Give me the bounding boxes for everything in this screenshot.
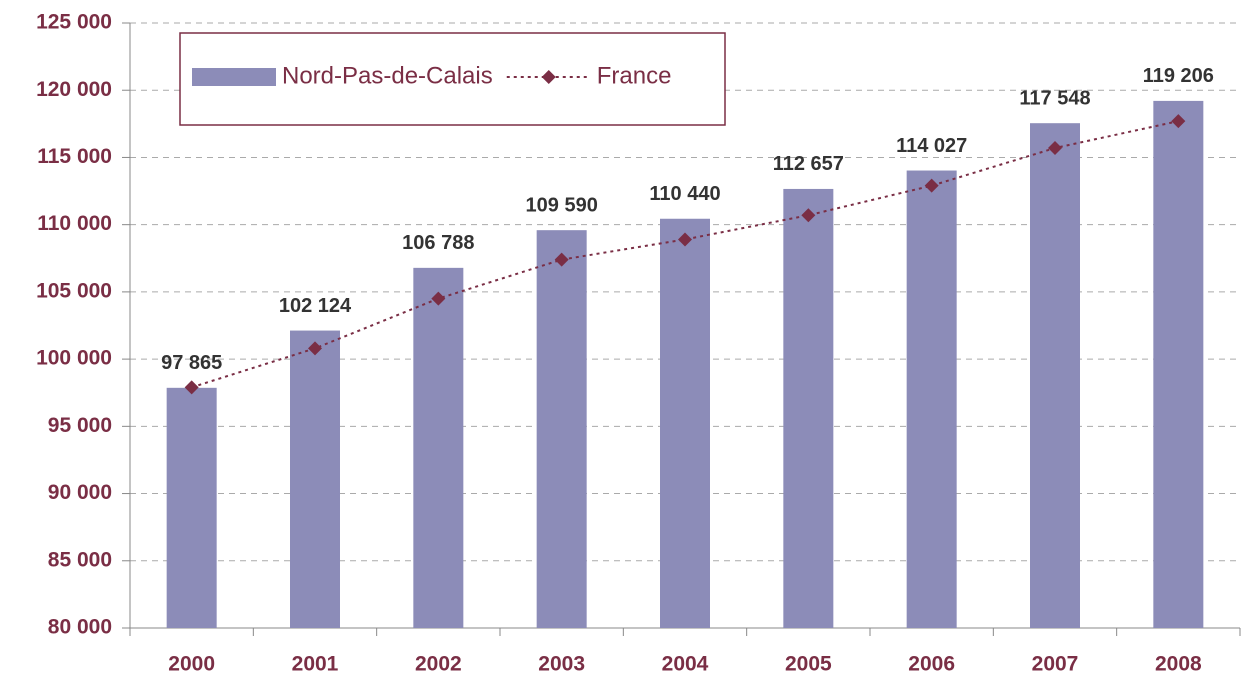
line-marker xyxy=(431,291,446,306)
line-marker xyxy=(308,341,322,356)
x-tick-label: 2000 xyxy=(168,653,215,676)
value-label: 109 590 xyxy=(526,194,598,216)
legend-swatch xyxy=(192,68,276,86)
legend-label: France xyxy=(597,62,672,89)
y-tick-label: 85 000 xyxy=(48,548,112,571)
y-tick-label: 100 000 xyxy=(36,347,112,370)
line-marker xyxy=(801,208,816,223)
line-marker xyxy=(184,380,199,395)
line-marker xyxy=(924,178,939,193)
bar xyxy=(906,170,957,629)
bar xyxy=(536,230,587,628)
y-tick-label: 90 000 xyxy=(48,481,112,504)
value-label: 112 657 xyxy=(773,153,844,175)
line-marker xyxy=(1048,141,1062,156)
bar xyxy=(1153,100,1204,629)
value-label: 97 865 xyxy=(161,352,222,374)
bar xyxy=(290,330,340,628)
legend-marker xyxy=(541,70,556,84)
x-tick-label: 2003 xyxy=(538,653,585,676)
y-tick-label: 120 000 xyxy=(36,78,112,101)
x-tick-label: 2001 xyxy=(292,653,339,676)
value-label: 114 027 xyxy=(896,135,967,157)
y-tick-label: 110 000 xyxy=(37,212,112,235)
x-tick-label: 2008 xyxy=(1155,653,1202,676)
legend-label: Nord-Pas-de-Calais xyxy=(282,62,493,89)
value-label: 117 548 xyxy=(1019,87,1090,109)
x-tick-label: 2007 xyxy=(1032,653,1079,676)
bar xyxy=(166,387,217,628)
bar xyxy=(1030,123,1080,629)
value-label: 102 124 xyxy=(279,295,352,317)
y-tick-label: 115 000 xyxy=(37,145,112,168)
x-tick-label: 2004 xyxy=(662,653,709,676)
bar xyxy=(413,267,464,628)
line-marker xyxy=(554,252,569,267)
value-label: 110 440 xyxy=(649,183,720,205)
line-marker xyxy=(678,232,692,247)
bar xyxy=(660,218,710,629)
y-tick-label: 80 000 xyxy=(48,616,112,639)
line xyxy=(191,120,1179,389)
value-label: 119 206 xyxy=(1143,65,1214,87)
y-tick-label: 95 000 xyxy=(48,414,112,437)
y-tick-label: 105 000 xyxy=(36,279,112,302)
x-tick-label: 2006 xyxy=(908,653,955,676)
y-tick-label: 125 000 xyxy=(36,11,112,34)
bar xyxy=(783,188,834,629)
x-tick-label: 2005 xyxy=(785,653,832,676)
value-label: 106 788 xyxy=(402,232,474,254)
x-tick-label: 2002 xyxy=(415,653,462,676)
line-marker xyxy=(1171,114,1186,129)
